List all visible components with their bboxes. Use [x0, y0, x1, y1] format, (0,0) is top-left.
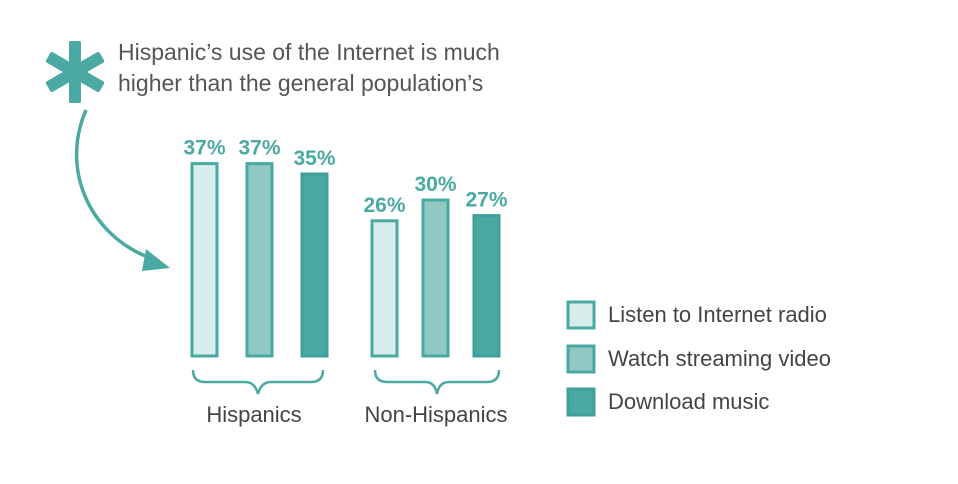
chart-title-line-2: higher than the general population’s — [118, 70, 483, 96]
bars — [190, 162, 501, 358]
chart-title-line-1: Hispanic’s use of the Internet is much — [118, 39, 500, 65]
group-label-hispanics: Hispanics — [206, 402, 301, 427]
legend: Listen to Internet radio Watch streaming… — [566, 300, 831, 417]
chart-title: Hispanic’s use of the Internet is much h… — [118, 39, 506, 96]
brace-non-hispanics — [373, 369, 501, 395]
value-label-non-hispanics-download-music: 27% — [465, 189, 507, 212]
legend-swatch-download-music — [566, 387, 596, 417]
value-label-hispanics-download-music: 35% — [293, 147, 335, 170]
legend-swatch-watch-video — [566, 344, 596, 374]
value-labels: 37% 37% 35% 26% 30% 27% — [183, 137, 507, 217]
legend-label-listen-radio: Listen to Internet radio — [608, 302, 827, 327]
group-label-non-hispanics: Non-Hispanics — [364, 402, 507, 427]
bar-non-hispanics-download-music — [472, 214, 501, 358]
legend-swatch-listen-radio — [566, 300, 596, 330]
value-label-non-hispanics-listen-radio: 26% — [363, 194, 405, 217]
bar-non-hispanics-listen-radio — [370, 219, 399, 358]
curved-arrow-icon — [74, 109, 170, 271]
bar-non-hispanics-watch-video — [421, 198, 450, 358]
legend-label-watch-video: Watch streaming video — [608, 346, 831, 371]
bar-hispanics-watch-video — [245, 162, 274, 358]
value-label-non-hispanics-watch-video: 30% — [414, 173, 456, 196]
bar-hispanics-download-music — [300, 172, 329, 358]
value-label-hispanics-watch-video: 37% — [238, 137, 280, 160]
asterisk-icon — [45, 41, 105, 103]
brace-hispanics — [191, 369, 325, 395]
value-label-hispanics-listen-radio: 37% — [183, 137, 225, 160]
legend-label-download-music: Download music — [608, 389, 769, 414]
bar-hispanics-listen-radio — [190, 162, 219, 358]
